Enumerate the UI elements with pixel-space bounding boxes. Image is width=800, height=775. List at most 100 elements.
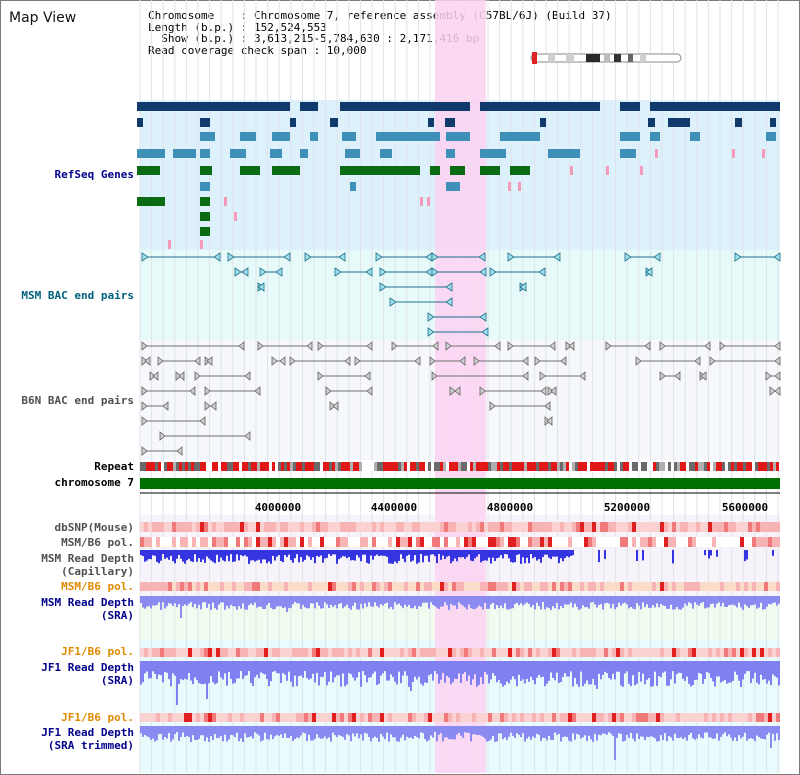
jf1-sra-depth-bar [394, 661, 396, 682]
dbsnp-cell [344, 522, 348, 532]
jf1-trim-depth-bar [390, 726, 392, 735]
gene-feature [200, 118, 210, 127]
chromosome-ideogram[interactable] [530, 52, 682, 64]
msm-sra-depth-bar [396, 596, 398, 605]
jf1-trim-depth-bar [460, 726, 462, 736]
msm-pol-cell [656, 537, 660, 547]
msm-capillary-depth-bar [282, 550, 284, 563]
msm-capillary-depth-bar [438, 550, 440, 554]
repeat-segment [296, 462, 299, 471]
highlight-region[interactable] [435, 0, 486, 773]
repeat-segment [533, 462, 536, 471]
jf1-pol-cell [716, 648, 720, 657]
msm-sra-depth-bar [594, 596, 596, 605]
jf1-sra-depth-bar [476, 661, 478, 687]
bac-end-marker [204, 386, 211, 396]
msm-pol-sra-cell [288, 582, 292, 591]
dbsnp-cell [748, 522, 752, 532]
msm-sra-depth-bar [468, 596, 470, 605]
jf1-pol-cell [604, 648, 608, 657]
msm-capillary-depth-bar [204, 550, 206, 563]
msm-pol-cell [236, 537, 240, 547]
jf1-pol-cell [464, 648, 468, 657]
bac-end-marker [544, 401, 551, 411]
msm-pol-sra-cell [544, 582, 548, 591]
jf1-trim-depth-bar [600, 726, 602, 736]
msm-sra-depth-bar [256, 596, 258, 608]
msm-sra-depth-bar [206, 596, 208, 608]
jf1-sra-depth-bar [716, 661, 718, 677]
jf1-sra-depth-bar [516, 661, 518, 687]
msm-pol-cell [444, 537, 448, 547]
jf1-pol-cell [388, 648, 392, 657]
jf1-sra-depth-bar [728, 661, 730, 683]
jf1-sra-depth-bar [354, 661, 356, 681]
jf1-sra-depth-bar [214, 661, 216, 685]
msm-bac-pairs[interactable] [141, 252, 781, 337]
msm-pol-sra-cell [220, 582, 224, 591]
msm-pol-sra-cell [244, 582, 248, 591]
msm-sra-depth-bar [336, 596, 338, 609]
repeat-segment [218, 462, 221, 471]
msm-pol-sra-cell [696, 582, 700, 591]
dbsnp-cell [292, 522, 296, 532]
jf1-pol-cell [656, 648, 660, 657]
jf1-sra-depth-bar [296, 661, 298, 687]
msm-capillary-depth-bar [452, 550, 454, 562]
repeat-segment [767, 462, 770, 471]
bac-end-marker [694, 356, 701, 366]
msm-sra-depth-bar [152, 596, 154, 606]
repeat-segment [593, 462, 596, 471]
refseq-genes[interactable] [137, 102, 780, 249]
repeat-segment [206, 462, 209, 471]
msm-sra-depth-bar [488, 596, 490, 609]
jf1-trim-depth-bar [584, 726, 586, 736]
gene-feature [330, 118, 338, 127]
msm-capillary-depth-bar [502, 550, 504, 559]
jf1-sra-depth-bar [390, 661, 392, 675]
msm-sra-depth-bar [540, 596, 542, 610]
msm-capillary-depth-bar [524, 550, 526, 564]
bac-end-marker [279, 356, 286, 366]
msm-pol-cell [572, 537, 576, 547]
jf1-pol-cell [712, 648, 716, 657]
jf1-pol-trim-cell [452, 713, 456, 722]
msm-sra-depth-bar [578, 596, 580, 610]
gene-feature [446, 182, 460, 191]
msm-sra-depth-bar [448, 596, 450, 610]
msm-sra-depth-bar [262, 596, 264, 609]
jf1-pol-cell [572, 648, 576, 657]
gene-feature [137, 197, 165, 206]
jf1-pol-trim-cell [316, 713, 320, 722]
msm-sra-depth-bar [738, 596, 740, 603]
gene-feature [480, 149, 506, 158]
jf1-pol-trim-cell [400, 713, 404, 722]
jf1-pol-trim-cell [660, 713, 664, 722]
jf1-sra-depth-bar [352, 661, 354, 678]
repeat-segment [233, 462, 236, 471]
repeat-segment [722, 462, 725, 471]
chromosome-bar[interactable] [140, 478, 780, 489]
msm-pol-cell [412, 537, 416, 547]
dbsnp-cell [508, 522, 512, 532]
jf1-sra-depth-bar [272, 661, 274, 672]
b6n-bac-pairs[interactable] [141, 341, 781, 456]
jf1-pol-cell [684, 648, 688, 657]
jf1-sra-depth-bar [492, 661, 494, 674]
msm-sra-depth-bar [550, 596, 552, 610]
msm-pol-sra-cell [400, 582, 404, 591]
dbsnp-cell [608, 522, 612, 532]
msm-capillary-depth-bar [400, 550, 402, 555]
jf1-trim-depth-bar [666, 726, 668, 742]
msm-sra-depth-bar [224, 596, 226, 610]
msm-sra-depth-bar [328, 596, 330, 608]
msm-pol-sra-cell [488, 582, 492, 591]
jf1-trim-depth-bar [192, 726, 194, 736]
dbsnp-cell [572, 522, 576, 532]
msm-pol-cell [368, 537, 372, 547]
jf1-pol-cell [496, 648, 500, 657]
msm-sra-depth-bar [304, 596, 306, 608]
jf1-pol-cell [412, 648, 416, 657]
repeat-segment [320, 462, 323, 471]
